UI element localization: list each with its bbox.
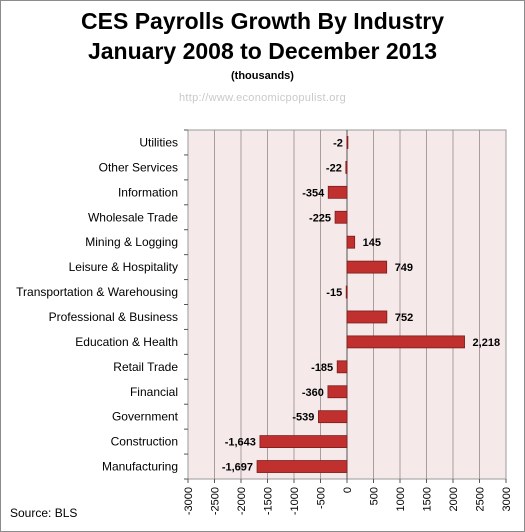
chart-title-line1: CES Payrolls Growth By Industry [81, 8, 444, 34]
x-tick-label: 2500 [475, 487, 487, 511]
value-label: -225 [309, 212, 331, 224]
bar [345, 160, 348, 174]
x-tick-label: -3000 [183, 487, 195, 515]
category-label: Manufacturing [102, 460, 178, 474]
category-label: Financial [130, 385, 178, 399]
value-label: 749 [395, 262, 413, 274]
value-label: -185 [311, 362, 333, 374]
bar [346, 136, 349, 149]
category-label: Utilities [139, 135, 178, 149]
bar [346, 335, 465, 349]
category-label: Other Services [99, 160, 178, 174]
x-tick-label: 1500 [422, 487, 434, 511]
x-tick-label: 0 [342, 487, 354, 493]
bar [346, 310, 388, 324]
value-label: -22 [326, 162, 342, 174]
x-tick-label: 500 [369, 487, 381, 505]
value-label: -1,643 [225, 437, 256, 449]
bar [336, 360, 348, 374]
value-label: -1,697 [222, 462, 253, 474]
value-label: -539 [292, 412, 314, 424]
value-label: 145 [363, 237, 381, 249]
bar [346, 260, 388, 274]
category-label: Government [112, 410, 179, 424]
category-label: Construction [111, 435, 178, 449]
chart-title-line2: January 2008 to December 2013 [87, 38, 438, 64]
x-tick-label: 1000 [395, 487, 407, 511]
x-tick-label: -500 [316, 487, 328, 509]
category-label: Retail Trade [113, 360, 178, 374]
value-label: -15 [326, 287, 342, 299]
category-label: Education & Health [75, 335, 178, 349]
category-label: Mining & Logging [85, 235, 178, 249]
value-label: 2,218 [473, 337, 501, 349]
value-label: -360 [302, 387, 324, 399]
source-note: Source: BLS [10, 506, 78, 520]
bar [256, 460, 348, 473]
category-label: Information [118, 185, 178, 199]
category-label: Professional & Business [49, 310, 178, 324]
value-label: -2 [333, 137, 343, 149]
category-label: Leisure & Hospitality [69, 260, 178, 274]
x-tick-label: -1500 [263, 487, 275, 515]
x-tick-label: 3000 [501, 487, 513, 511]
x-tick-label: -2000 [236, 487, 248, 515]
bar [318, 410, 348, 424]
bar [327, 185, 348, 199]
value-label: -354 [302, 187, 325, 199]
bar [327, 385, 348, 399]
value-label: 752 [395, 312, 413, 324]
chart-subtitle: (thousands) [231, 70, 294, 82]
x-tick-label: 2000 [448, 487, 460, 511]
bar [259, 435, 348, 449]
category-label: Transportation & Warehousing [16, 285, 178, 299]
bar [346, 235, 356, 249]
category-label: Wholesale Trade [88, 210, 178, 224]
bar [345, 285, 348, 299]
x-tick-label: -1000 [289, 487, 301, 515]
bar [334, 210, 348, 224]
x-tick-label: -2500 [210, 487, 222, 515]
watermark-url: http://www.economicpopulist.org [178, 92, 347, 104]
